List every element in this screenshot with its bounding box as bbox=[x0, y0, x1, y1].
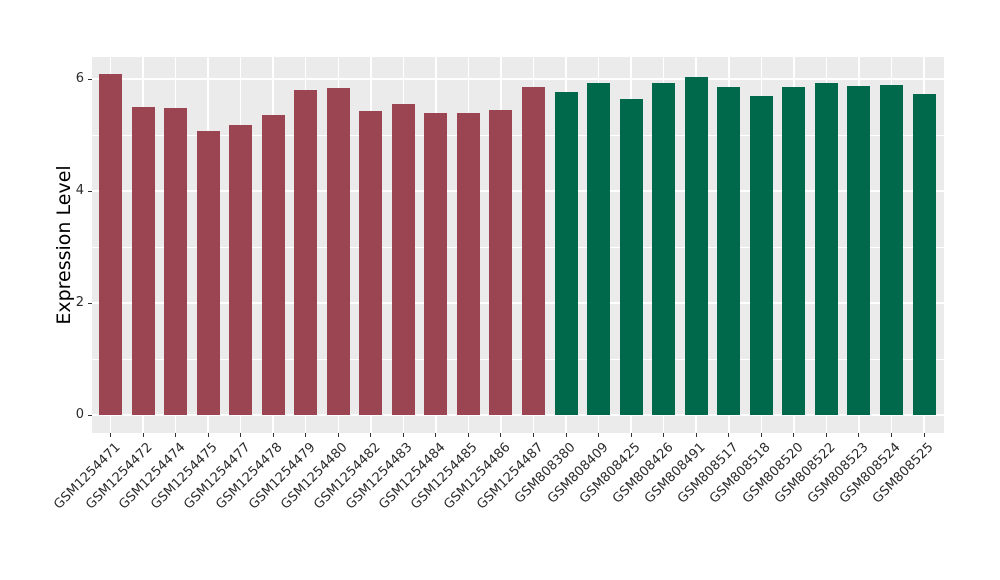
y-tick-label: 6 bbox=[75, 71, 84, 86]
x-tick-mark bbox=[598, 433, 600, 437]
bar-GSM1254486 bbox=[489, 109, 513, 415]
bar-GSM1254472 bbox=[131, 107, 155, 415]
x-tick-mark bbox=[500, 433, 502, 437]
y-tick-mark bbox=[88, 414, 92, 416]
y-tick-mark bbox=[88, 302, 92, 304]
x-tick-mark bbox=[110, 433, 111, 437]
x-tick-mark bbox=[533, 433, 535, 437]
gridline-major-horizontal bbox=[92, 414, 944, 416]
x-tick-mark bbox=[825, 433, 827, 437]
bar-GSM808520 bbox=[782, 86, 806, 415]
bar-GSM808380 bbox=[554, 91, 578, 415]
gridline-minor-horizontal bbox=[92, 359, 944, 360]
x-tick-mark bbox=[337, 433, 339, 437]
bar-GSM1254480 bbox=[326, 87, 350, 415]
x-tick-mark bbox=[402, 433, 404, 437]
gridline-major-horizontal bbox=[92, 302, 944, 304]
bar-GSM1254477 bbox=[229, 125, 253, 415]
gridline-major-horizontal bbox=[92, 78, 944, 80]
bar-GSM1254475 bbox=[196, 130, 220, 415]
x-tick-mark bbox=[240, 433, 242, 437]
bar-GSM1254471 bbox=[99, 73, 122, 415]
y-tick-label: 2 bbox=[75, 295, 84, 310]
bar-GSM1254482 bbox=[359, 110, 383, 415]
gridline-minor-horizontal bbox=[92, 247, 944, 248]
x-tick-mark bbox=[467, 433, 469, 437]
x-tick-mark bbox=[272, 433, 274, 437]
x-tick-mark bbox=[207, 433, 209, 437]
bar-GSM808425 bbox=[619, 98, 643, 415]
x-tick-mark bbox=[630, 433, 632, 437]
x-tick-mark bbox=[858, 433, 860, 437]
x-tick-mark bbox=[663, 433, 665, 437]
bar-GSM1254478 bbox=[261, 114, 285, 415]
x-tick-mark bbox=[695, 433, 697, 437]
bar-GSM808426 bbox=[652, 83, 676, 415]
bar-GSM808525 bbox=[912, 93, 936, 415]
x-tick-mark bbox=[175, 433, 177, 437]
x-tick-mark bbox=[142, 433, 144, 437]
y-tick-mark bbox=[88, 78, 92, 80]
bar-GSM1254483 bbox=[391, 103, 415, 415]
bar-GSM808517 bbox=[717, 87, 741, 415]
gridline-minor-horizontal bbox=[92, 135, 944, 136]
y-tick-label: 4 bbox=[75, 183, 84, 198]
bar-GSM1254487 bbox=[522, 86, 546, 415]
bar-GSM1254479 bbox=[294, 89, 318, 415]
bar-GSM1254474 bbox=[164, 107, 188, 415]
bar-GSM808524 bbox=[879, 85, 903, 415]
bar-GSM1254485 bbox=[456, 112, 480, 415]
bar-GSM808522 bbox=[814, 82, 838, 415]
x-tick-mark bbox=[923, 433, 925, 437]
x-tick-mark bbox=[760, 433, 762, 437]
x-tick-mark bbox=[370, 433, 372, 437]
bar-GSM808491 bbox=[684, 76, 708, 415]
x-tick-mark bbox=[305, 433, 307, 437]
bar-GSM808409 bbox=[587, 82, 611, 415]
plot-panel bbox=[92, 57, 944, 433]
x-tick-mark bbox=[890, 433, 892, 437]
bar-GSM808518 bbox=[749, 95, 773, 415]
bar-GSM808523 bbox=[847, 85, 871, 415]
x-tick-mark bbox=[435, 433, 437, 437]
y-tick-mark bbox=[88, 190, 92, 192]
gridline-major-horizontal bbox=[92, 190, 944, 192]
x-tick-mark bbox=[793, 433, 795, 437]
bar-GSM1254484 bbox=[424, 112, 448, 415]
y-tick-label: 0 bbox=[75, 407, 84, 422]
x-tick-mark bbox=[565, 433, 567, 437]
x-tick-mark bbox=[728, 433, 730, 437]
